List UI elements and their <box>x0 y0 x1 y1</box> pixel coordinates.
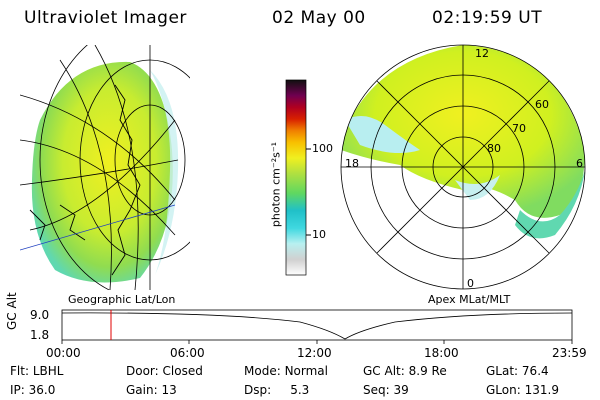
mlt-label-18: 18 <box>345 157 359 170</box>
altitude-ytick-max: 9.0 <box>30 308 50 322</box>
mlat-label-60: 60 <box>535 98 549 111</box>
status-glat: GLat: 76.4 <box>486 364 549 378</box>
status-dsp: Dsp: 5.3 <box>244 383 310 397</box>
altitude-ylabel: GC Alt <box>5 292 19 330</box>
date-label: 02 May 00 <box>272 8 366 28</box>
xtick-1200: 12:00 <box>297 346 332 360</box>
mlat-label-70: 70 <box>512 122 526 135</box>
xtick-0000: 00:00 <box>46 346 81 360</box>
status-gc-alt: GC Alt: 8.9 Re <box>363 364 447 378</box>
altitude-curve <box>61 312 573 340</box>
status-door: Door: Closed <box>126 364 203 378</box>
colorbar-tick-100: 100 <box>312 142 333 155</box>
status-glon: GLon: 131.9 <box>486 383 559 397</box>
xtick-2359: 23:59 <box>552 346 587 360</box>
xtick-0600: 06:00 <box>170 346 205 360</box>
mlt-label-12: 12 <box>475 47 489 60</box>
mlat-label-80: 80 <box>487 142 501 155</box>
mlt-label-6: 6 <box>576 157 583 170</box>
geo-panel-label: Geographic Lat/Lon <box>68 293 176 306</box>
xtick-1800: 18:00 <box>424 346 459 360</box>
status-ip: IP: 36.0 <box>10 383 56 397</box>
status-gain: Gain: 13 <box>126 383 177 397</box>
apex-panel-label: Apex MLat/MLT <box>428 293 511 306</box>
status-seq: Seq: 39 <box>363 383 409 397</box>
mlt-label-0: 0 <box>467 277 474 290</box>
colorbar-tick-10: 10 <box>312 228 326 241</box>
instrument-title: Ultraviolet Imager <box>24 8 187 28</box>
time-label: 02:19:59 UT <box>432 8 543 28</box>
altitude-ytick-min: 1.8 <box>30 328 50 342</box>
status-flt: Flt: LBHL <box>10 364 64 378</box>
status-mode: Mode: Normal <box>244 364 328 378</box>
